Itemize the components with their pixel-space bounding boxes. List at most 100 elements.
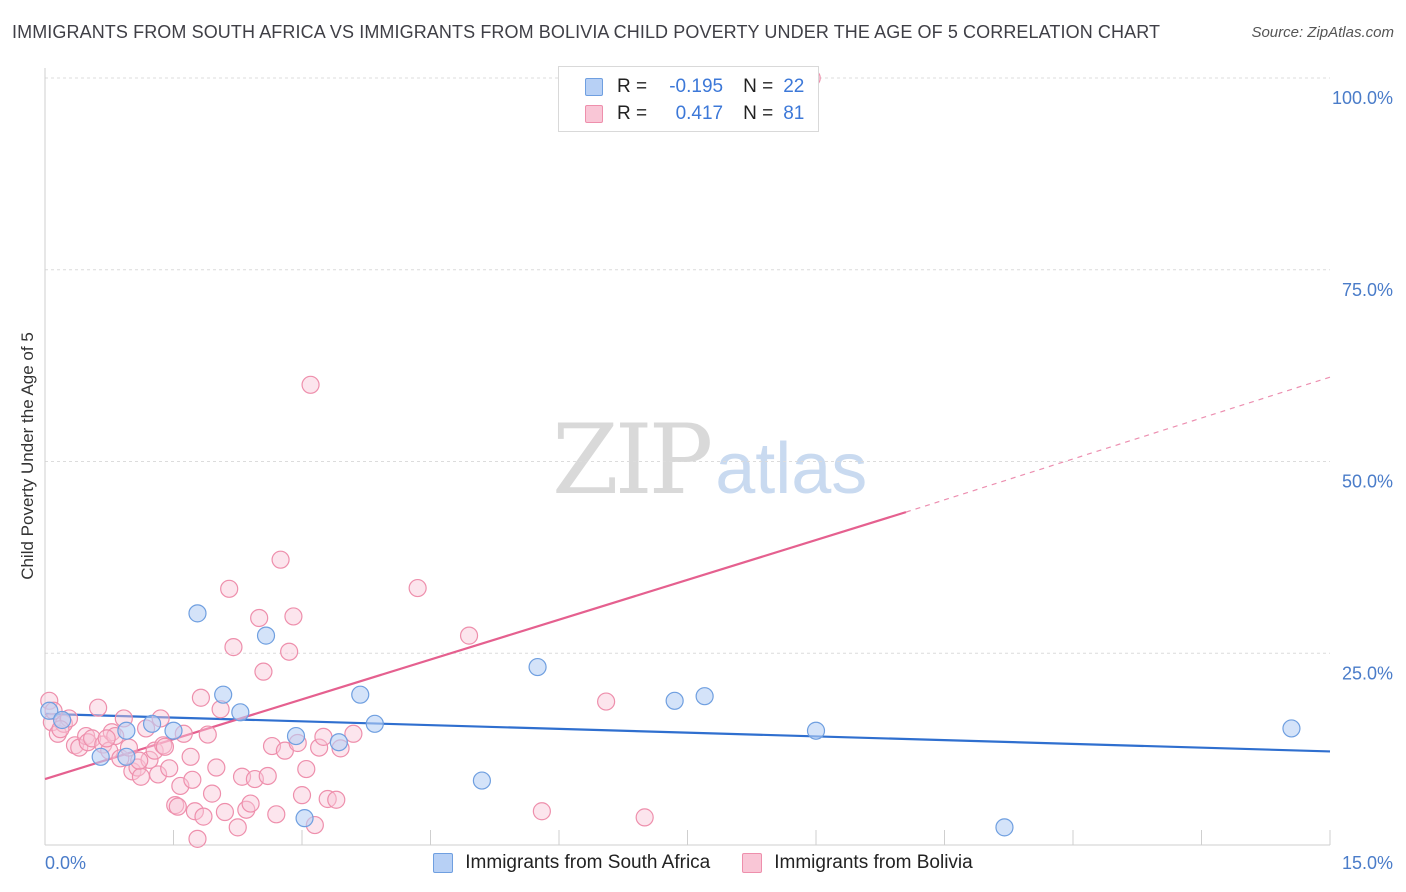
r-value: -0.195 (669, 76, 724, 97)
point-bolivia (241, 794, 260, 813)
r-label: R = (617, 103, 648, 124)
r-label: R = (617, 76, 648, 97)
tick-labels: 100.0% 75.0% 50.0% 25.0% 0.0% 15.0% (45, 88, 1393, 873)
trend-lines (44, 376, 1331, 781)
point-bolivia (310, 738, 329, 757)
point-south-africa (695, 687, 714, 706)
n-label: N = (743, 103, 774, 124)
point-bolivia (301, 375, 320, 394)
legend-label-south-africa: Immigrants from South Africa (465, 852, 711, 873)
point-bolivia (224, 638, 243, 657)
point-south-africa (256, 626, 276, 645)
point-south-africa (91, 747, 110, 766)
point-bolivia (228, 818, 247, 837)
n-value: 22 (783, 76, 805, 97)
legend-swatch-bolivia (742, 853, 763, 873)
point-bolivia (198, 725, 217, 744)
point-bolivia (267, 805, 286, 824)
point-bolivia (284, 607, 303, 626)
point-bolivia (459, 626, 479, 645)
trend-line-bolivia (44, 511, 907, 781)
point-bolivia (215, 802, 234, 822)
x-tick-label: 0.0% (45, 853, 86, 873)
axes (44, 68, 1331, 846)
point-bolivia (258, 766, 277, 786)
point-bolivia (181, 747, 200, 766)
stats-legend: R = -0.195 N = 22 R = 0.417 N = 81 (558, 66, 819, 132)
point-south-africa (295, 809, 314, 828)
point-bolivia (250, 608, 269, 628)
point-south-africa (528, 657, 547, 677)
point-south-africa (142, 714, 162, 733)
data-points (40, 68, 1301, 848)
swatch-south-africa (585, 78, 603, 96)
point-bolivia (160, 759, 179, 778)
point-bolivia (327, 790, 346, 809)
point-bolivia (344, 724, 363, 743)
y-tick-label: 50.0% (1342, 472, 1393, 492)
series-legend: Immigrants from South Africa Immigrants … (0, 852, 1406, 874)
point-bolivia (140, 750, 159, 769)
point-bolivia (408, 578, 427, 598)
point-bolivia (83, 729, 102, 748)
source-credit: Source: ZipAtlas.com (1251, 24, 1394, 41)
point-bolivia (280, 642, 299, 661)
point-bolivia (89, 698, 108, 717)
legend-item-bolivia[interactable]: Immigrants from Bolivia (742, 852, 973, 874)
point-bolivia (292, 786, 312, 805)
point-south-africa (117, 721, 136, 740)
point-bolivia (194, 807, 213, 826)
point-bolivia (220, 579, 239, 598)
stats-row-south-africa: R = -0.195 N = 22 (585, 73, 804, 101)
point-south-africa (40, 701, 59, 720)
point-bolivia (314, 727, 333, 746)
point-south-africa (286, 726, 306, 746)
legend-item-south-africa[interactable]: Immigrants from South Africa (433, 852, 710, 874)
grid (45, 77, 1330, 654)
point-south-africa (351, 685, 370, 704)
point-bolivia (202, 784, 222, 803)
point-south-africa (472, 771, 491, 790)
point-bolivia (168, 797, 187, 816)
point-bolivia (131, 767, 151, 786)
r-value: 0.417 (675, 103, 724, 124)
point-bolivia (185, 802, 205, 821)
y-tick-label: 100.0% (1332, 88, 1393, 108)
point-south-africa (1282, 719, 1301, 738)
trend-line-south-africa (44, 712, 1331, 753)
point-south-africa (117, 747, 136, 766)
point-south-africa (188, 604, 207, 623)
point-bolivia (191, 688, 211, 707)
n-value: 81 (783, 103, 805, 124)
point-south-africa (329, 733, 348, 752)
point-south-africa (53, 710, 72, 730)
point-south-africa (214, 685, 233, 704)
stats-row-bolivia: R = 0.417 N = 81 (585, 100, 804, 128)
point-bolivia (207, 758, 226, 777)
point-south-africa (995, 818, 1014, 837)
point-bolivia (635, 808, 654, 827)
chart-title: IMMIGRANTS FROM SOUTH AFRICA VS IMMIGRAN… (12, 22, 1161, 42)
point-bolivia (148, 765, 168, 784)
point-bolivia (297, 759, 316, 779)
point-south-africa (806, 721, 826, 740)
point-south-africa (164, 721, 183, 740)
point-south-africa (365, 714, 384, 733)
trend-line-bolivia-extension (905, 376, 1331, 513)
point-bolivia (597, 692, 616, 711)
y-tick-label: 25.0% (1342, 663, 1393, 683)
point-bolivia (532, 802, 551, 821)
point-bolivia (271, 550, 290, 569)
point-bolivia (188, 829, 207, 848)
point-south-africa (231, 703, 250, 722)
swatch-bolivia (585, 105, 603, 123)
point-bolivia (155, 737, 175, 756)
point-bolivia (97, 729, 116, 748)
x-tick-label: 15.0% (1342, 853, 1393, 873)
point-bolivia (70, 738, 89, 757)
point-bolivia (145, 741, 164, 760)
n-label: N = (743, 76, 774, 97)
point-bolivia (183, 770, 202, 789)
legend-swatch-south-africa (433, 853, 454, 873)
point-bolivia (254, 662, 273, 681)
